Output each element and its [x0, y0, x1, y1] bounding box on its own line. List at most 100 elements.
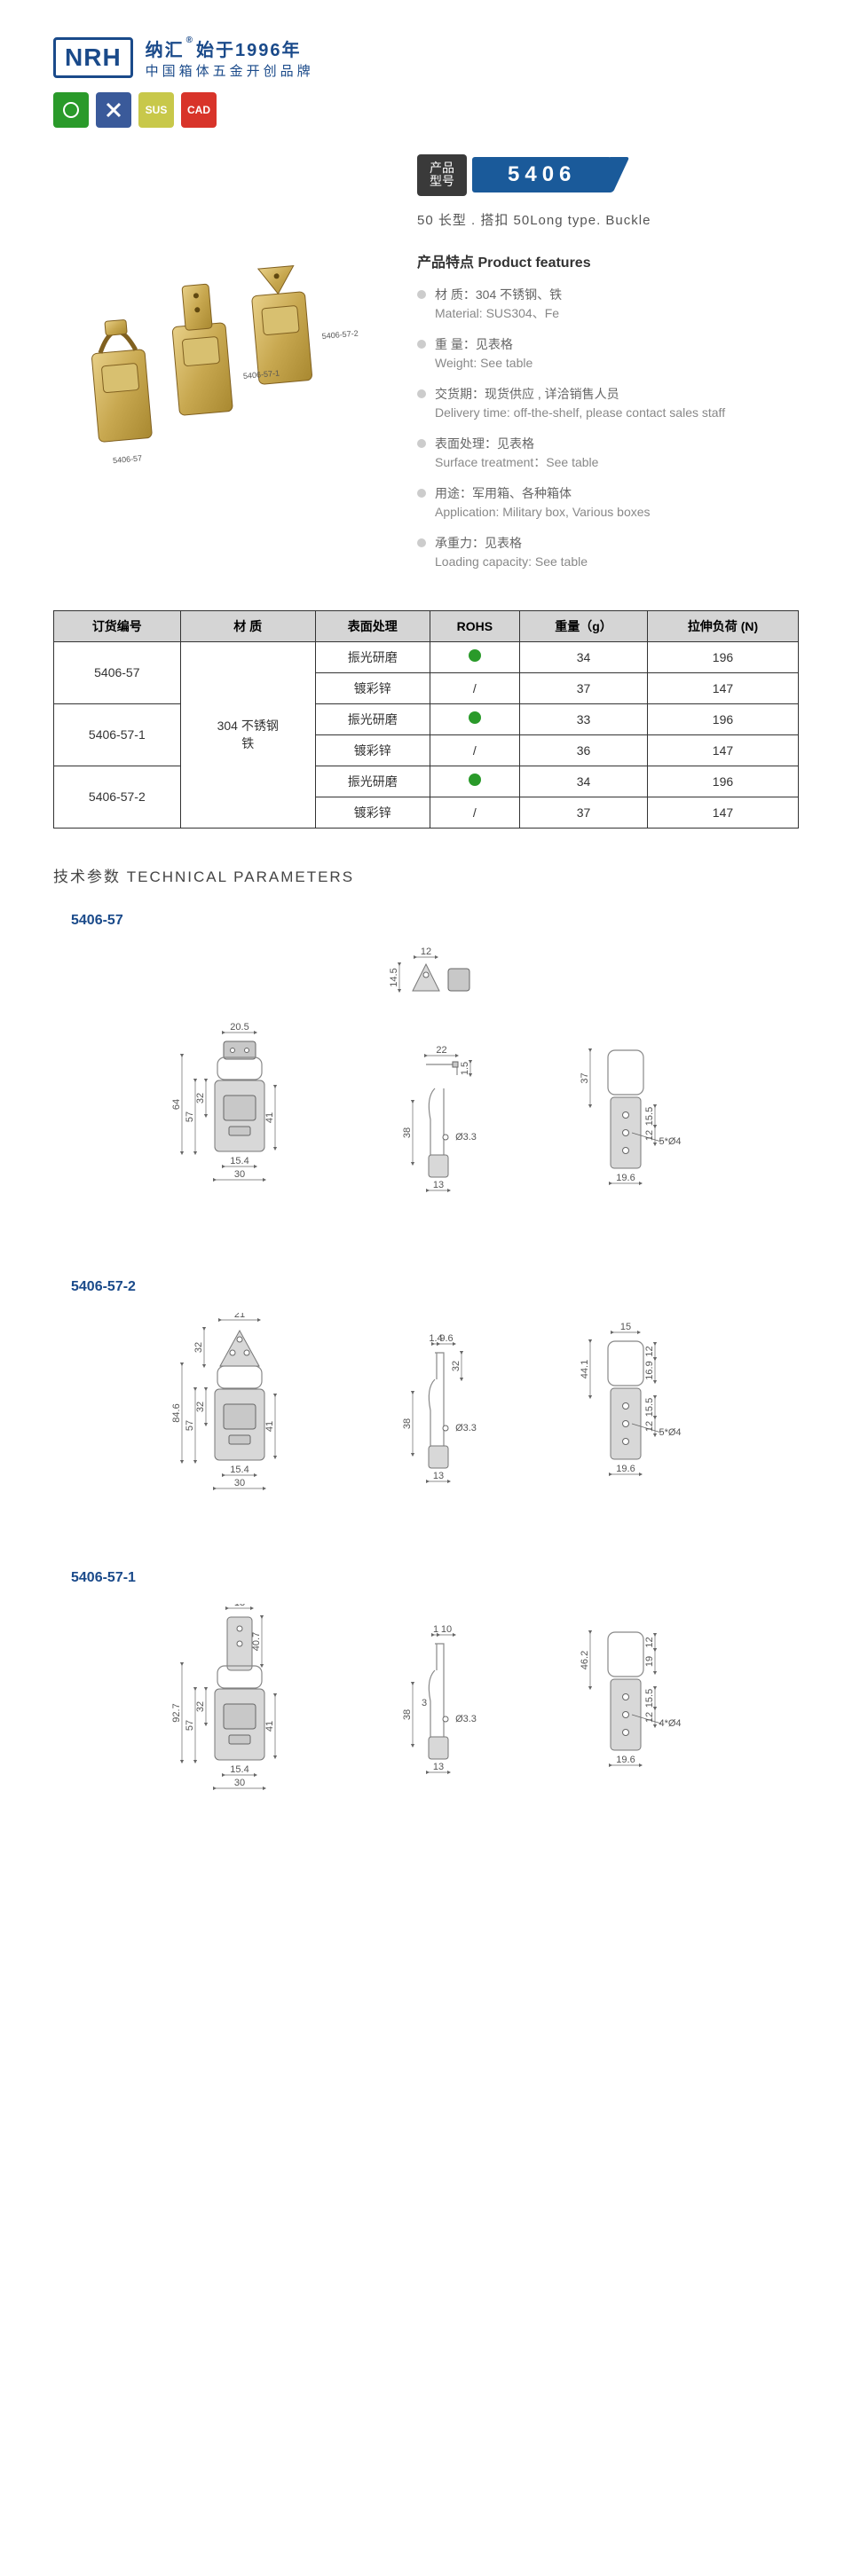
table-row: 5406-57-1振光研磨33196: [54, 703, 799, 734]
feature-item: 重 量：见表格 Weight: See table: [417, 335, 799, 373]
features-title: 产品特点 Product features: [417, 250, 799, 271]
svg-text:19.6: 19.6: [616, 1464, 635, 1474]
svg-text:41: 41: [264, 1421, 275, 1432]
feature-en: Loading capacity: See table: [435, 553, 588, 571]
brand-year: 始于1996年: [196, 35, 302, 61]
svg-text:19.6: 19.6: [616, 1173, 635, 1183]
feature-item: 交货期：现货供应 , 详洽销售人员 Delivery time: off-the…: [417, 385, 799, 422]
svg-text:12: 12: [421, 946, 431, 957]
feature-en: Weight: See table: [435, 354, 532, 373]
feature-item: 用途：军用箱、各种箱体 Application: Military box, V…: [417, 484, 799, 522]
cell-treat: 振光研磨: [315, 703, 430, 734]
svg-text:38: 38: [402, 1709, 413, 1720]
variant-label: 5406-57-1: [53, 1570, 799, 1586]
table-header: ROHS: [430, 610, 519, 641]
svg-text:20.5: 20.5: [230, 1022, 248, 1033]
cell-rohs: [430, 641, 519, 672]
svg-text:Ø3.3: Ø3.3: [455, 1423, 477, 1433]
model-label: 产品 型号: [417, 154, 467, 196]
table-header: 拉伸负荷 (N): [647, 610, 798, 641]
svg-text:30: 30: [234, 1478, 245, 1488]
svg-text:12: 12: [644, 1130, 655, 1141]
badge-icon: [96, 92, 131, 128]
svg-text:14.5: 14.5: [389, 968, 399, 986]
svg-text:32: 32: [193, 1342, 204, 1353]
cell-treat: 振光研磨: [315, 641, 430, 672]
svg-text:32: 32: [195, 1701, 206, 1712]
cell-load: 147: [647, 672, 798, 703]
cell-rohs: /: [430, 797, 519, 828]
drawing-front: 18 40.7 92.7 57 32 41 15.4 30: [151, 1604, 328, 1808]
cell-material: 304 不锈钢 铁: [180, 641, 315, 828]
svg-text:9.6: 9.6: [439, 1333, 453, 1344]
svg-text:15.5: 15.5: [644, 1689, 655, 1708]
feature-cn: 材 质：304 不锈钢、铁: [435, 286, 562, 304]
cell-rohs: [430, 703, 519, 734]
svg-text:13: 13: [433, 1762, 444, 1772]
cell-code: 5406-57-2: [54, 766, 181, 828]
svg-text:15.4: 15.4: [230, 1465, 248, 1475]
cell-load: 147: [647, 734, 798, 766]
cell-rohs: /: [430, 672, 519, 703]
svg-text:1.5: 1.5: [460, 1062, 470, 1075]
svg-text:84.6: 84.6: [171, 1403, 182, 1422]
svg-text:5406-57-2: 5406-57-2: [321, 329, 359, 342]
feature-item: 表面处理：见表格 Surface treatment：See table: [417, 435, 799, 472]
cell-weight: 33: [520, 703, 648, 734]
svg-text:37: 37: [580, 1072, 590, 1083]
feature-cn: 承重力：见表格: [435, 534, 588, 553]
feature-cn: 表面处理：见表格: [435, 435, 598, 453]
bullet-icon: [417, 290, 426, 299]
svg-text:92.7: 92.7: [171, 1703, 182, 1722]
svg-text:1: 1: [433, 1624, 438, 1635]
cell-rohs: [430, 766, 519, 797]
svg-text:57: 57: [185, 1111, 195, 1122]
model-subtitle: 50 长型 . 搭扣 50Long type. Buckle: [417, 210, 799, 229]
svg-text:15.4: 15.4: [230, 1764, 248, 1775]
svg-text:30: 30: [234, 1778, 245, 1788]
svg-text:64: 64: [171, 1099, 182, 1110]
cell-weight: 36: [520, 734, 648, 766]
feature-en: Material: SUS304、Fe: [435, 304, 562, 323]
svg-text:15.5: 15.5: [644, 1398, 655, 1417]
cell-load: 196: [647, 703, 798, 734]
feature-cn: 用途：军用箱、各种箱体: [435, 484, 651, 503]
product-info: 产品 型号 5406 50 长型 . 搭扣 50Long type. Buckl…: [417, 154, 799, 584]
cell-rohs: /: [430, 734, 519, 766]
svg-text:18: 18: [234, 1604, 245, 1608]
cell-treat: 镀彩锌: [315, 797, 430, 828]
cell-weight: 34: [520, 766, 648, 797]
svg-text:5406-57: 5406-57: [113, 453, 143, 465]
badge-icon: SUS: [138, 92, 174, 128]
feature-list: 材 质：304 不锈钢、铁 Material: SUS304、Fe 重 量：见表…: [417, 286, 799, 571]
drawing-front: 20.5 64 57 32 41 15.4 30: [151, 1022, 328, 1226]
svg-text:57: 57: [185, 1720, 195, 1731]
cell-code: 5406-57: [54, 641, 181, 703]
svg-text:40.7: 40.7: [251, 1632, 262, 1651]
svg-text:41: 41: [264, 1112, 275, 1123]
icon-row: SUSCAD: [53, 92, 799, 128]
drawing-front: 21 32 84.6 57 32 41 15.4 30: [151, 1313, 328, 1517]
variant-label: 5406-57: [53, 913, 799, 929]
feature-item: 承重力：见表格 Loading capacity: See table: [417, 534, 799, 571]
table-header: 表面处理: [315, 610, 430, 641]
drawing-side: 1 10 Ø3.3 3 38 13: [373, 1622, 506, 1808]
model-number: 5406: [472, 157, 611, 192]
cell-code: 5406-57-1: [54, 703, 181, 766]
svg-text:57: 57: [185, 1420, 195, 1431]
svg-text:38: 38: [402, 1127, 413, 1138]
svg-text:13: 13: [433, 1180, 444, 1190]
svg-text:12: 12: [644, 1637, 655, 1647]
bullet-icon: [417, 489, 426, 498]
drawing-back: 15 5*Ø4 12 16.9 44.1 15.5 12 19.6: [550, 1322, 701, 1517]
table-header: 材 质: [180, 610, 315, 641]
svg-text:15.4: 15.4: [230, 1156, 248, 1166]
product-block: 5406-57-2 5406-57-1 5406-57: [53, 154, 799, 584]
cell-treat: 振光研磨: [315, 766, 430, 797]
variant-block: 5406-57-2 21 32 84.6 57 32: [53, 1279, 799, 1517]
svg-text:13: 13: [433, 1471, 444, 1481]
svg-text:46.2: 46.2: [580, 1651, 590, 1669]
svg-text:41: 41: [264, 1721, 275, 1732]
feature-en: Surface treatment：See table: [435, 453, 598, 472]
feature-en: Delivery time: off-the-shelf, please con…: [435, 404, 725, 422]
